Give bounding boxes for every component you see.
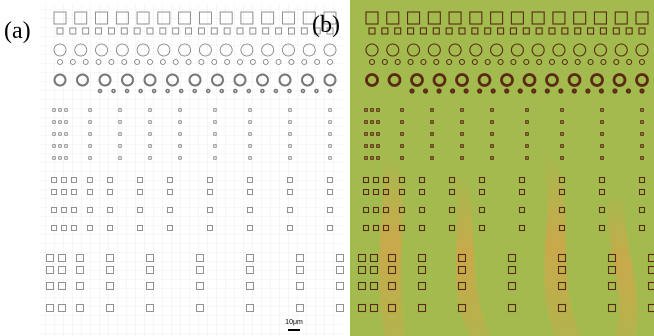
- scale-bar-label: 10μm: [285, 319, 303, 326]
- panel-label: (a): [4, 18, 31, 44]
- figure: (a) (b) 10μm: [0, 0, 654, 336]
